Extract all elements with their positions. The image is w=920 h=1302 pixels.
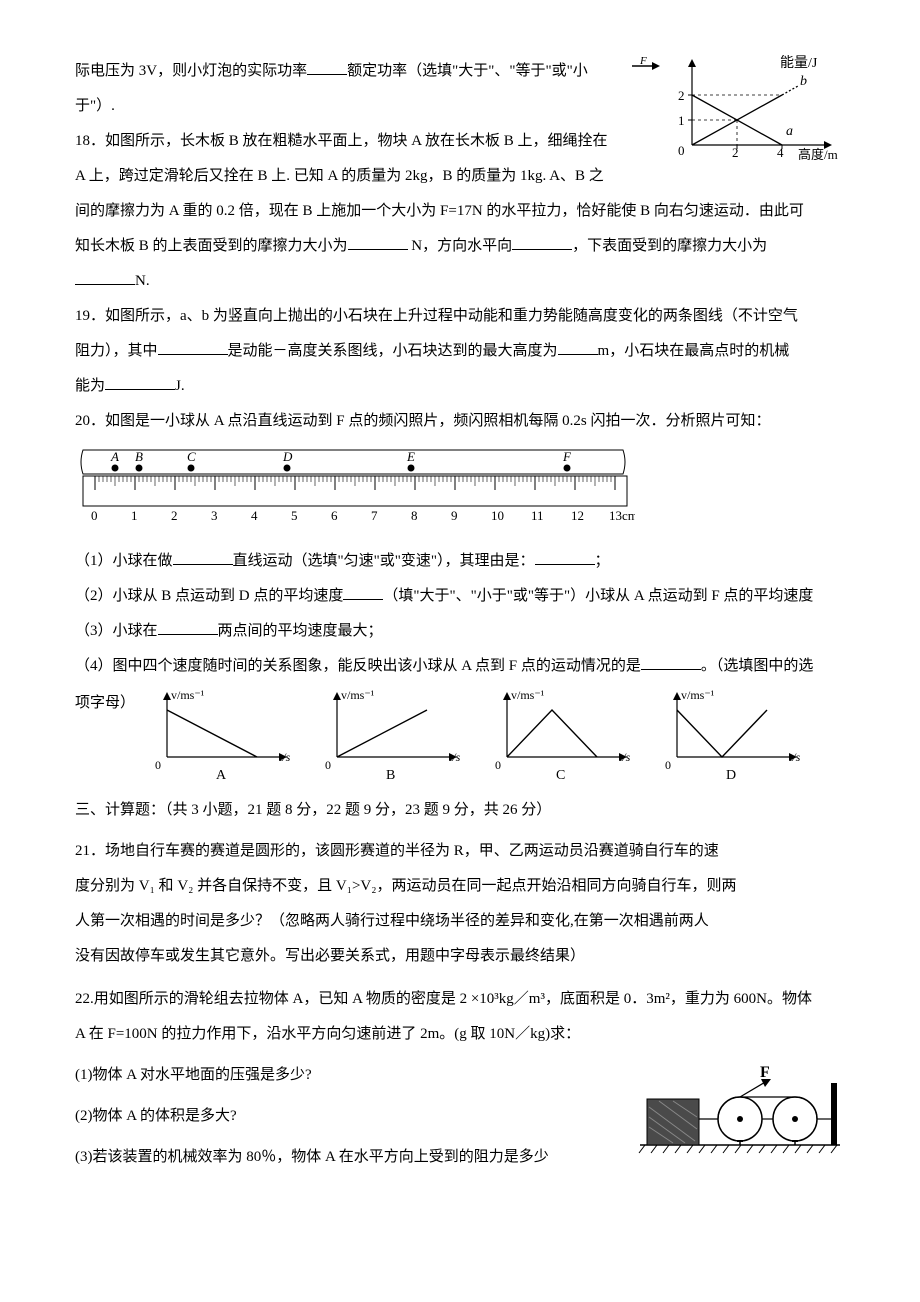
svg-text:11: 11 [531, 508, 544, 523]
svg-text:E: E [406, 449, 415, 464]
blank-q17[interactable] [307, 60, 347, 75]
svg-text:F: F [639, 57, 647, 67]
svg-text:F: F [562, 449, 572, 464]
svg-text:0: 0 [91, 508, 98, 523]
vt-graph-d: v/ms⁻¹ t/s 0 D [655, 687, 825, 782]
ruler-diagram: ABCDEF 012345678910111213cm [75, 446, 845, 537]
svg-text:a: a [786, 124, 793, 139]
q21-line4: 没有因故停车或发生其它意外。写出必要关系式，用题中字母表示最终结果） [75, 940, 845, 973]
q18-line4: 知长木板 B 的上表面受到的摩擦力大小为 N，方向水平向，下表面受到的摩擦力大小… [75, 230, 845, 263]
q18-line5: N. [75, 265, 845, 298]
svg-text:7: 7 [371, 508, 378, 523]
svg-text:10: 10 [491, 508, 504, 523]
blank-q20-2[interactable] [535, 550, 595, 565]
svg-text:v/ms⁻¹: v/ms⁻¹ [511, 688, 545, 702]
svg-text:13cm: 13cm [609, 508, 635, 523]
svg-text:v/ms⁻¹: v/ms⁻¹ [341, 688, 375, 702]
svg-text:t/s: t/s [449, 750, 461, 764]
q20-intro: 20．如图是一小球从 A 点沿直线运动到 F 点的频闪照片，频闪照相机每隔 0.… [75, 405, 845, 438]
svg-text:12: 12 [571, 508, 584, 523]
q20-p4: （4）图中四个速度随时间的关系图象，能反映出该小球从 A 点到 F 点的运动情况… [75, 650, 845, 683]
svg-text:C: C [556, 768, 565, 782]
pulley-diagram: F [635, 1063, 845, 1171]
blank-q19-1[interactable] [158, 340, 228, 355]
svg-text:0: 0 [495, 758, 501, 772]
svg-text:0: 0 [665, 758, 671, 772]
energy-height-graph: 能量/J 2 1 2 4 0 高度/m b a [670, 55, 845, 173]
svg-text:1: 1 [678, 113, 685, 128]
q18-line3: 间的摩擦力为 A 重的 0.2 倍，现在 B 上施加一个大小为 F=17N 的水… [75, 195, 845, 228]
q19-line3: 能为J. [75, 370, 845, 403]
q20-p1: （1）小球在做直线运动（选填"匀速"或"变速"），其理由是：； [75, 545, 845, 578]
svg-text:v/ms⁻¹: v/ms⁻¹ [681, 688, 715, 702]
q21-line3: 人第一次相遇的时间是多少？（忽略两人骑行过程中绕场半径的差异和变化,在第一次相遇… [75, 905, 845, 938]
svg-text:4: 4 [777, 145, 784, 160]
svg-text:6: 6 [331, 508, 338, 523]
section3-title: 三、计算题：（共 3 小题，21 题 8 分，22 题 9 分，23 题 9 分… [75, 794, 845, 827]
q22-line1: 22.用如图所示的滑轮组去拉物体 A，已知 A 物质的密度是 2 ×10³kg／… [75, 983, 845, 1016]
svg-text:t/s: t/s [279, 750, 291, 764]
blank-q19-3[interactable] [105, 375, 175, 390]
q22-line2: A 在 F=100N 的拉力作用下，沿水平方向匀速前进了 2m。(g 取 10N… [75, 1018, 845, 1051]
svg-text:B: B [135, 449, 143, 464]
blank-q19-2[interactable] [558, 340, 598, 355]
svg-text:高度/m: 高度/m [798, 147, 838, 160]
svg-text:A: A [216, 768, 227, 782]
blank-q20-3[interactable] [343, 585, 383, 600]
svg-text:t/s: t/s [619, 750, 631, 764]
svg-text:D: D [726, 768, 736, 782]
svg-text:3: 3 [211, 508, 218, 523]
vt-graph-c: v/ms⁻¹ t/s 0 C [485, 687, 655, 782]
svg-text:0: 0 [678, 143, 685, 158]
svg-text:2: 2 [171, 508, 178, 523]
q20-p4c: 项字母） [75, 687, 145, 720]
svg-text:t/s: t/s [789, 750, 801, 764]
svg-text:b: b [800, 74, 807, 89]
svg-text:D: D [282, 449, 293, 464]
blank-q20-4[interactable] [158, 620, 218, 635]
svg-text:2: 2 [678, 88, 685, 103]
energy-ylabel: 能量/J [780, 55, 818, 71]
svg-text:v/ms⁻¹: v/ms⁻¹ [171, 688, 205, 702]
svg-text:C: C [187, 449, 196, 464]
svg-text:0: 0 [325, 758, 331, 772]
svg-text:8: 8 [411, 508, 418, 523]
force-arrow-icon: F [630, 55, 662, 88]
vt-graph-a: v/ms⁻¹ t/s 0 A [145, 687, 315, 782]
svg-text:F: F [760, 1064, 770, 1081]
svg-text:5: 5 [291, 508, 298, 523]
blank-q20-1[interactable] [173, 550, 233, 565]
svg-text:2: 2 [732, 145, 739, 160]
svg-text:4: 4 [251, 508, 258, 523]
q20-p3: （3）小球在两点间的平均速度最大； [75, 615, 845, 648]
svg-text:B: B [386, 768, 395, 782]
q19-line1: 19．如图所示，a、b 为竖直向上抛出的小石块在上升过程中动能和重力势能随高度变… [75, 300, 845, 333]
q20-p2: （2）小球从 B 点运动到 D 点的平均速度（填"大于"、"小于"或"等于"）小… [75, 580, 845, 613]
blank-q18-1[interactable] [348, 235, 408, 250]
q21-line1: 21．场地自行车赛的赛道是圆形的，该圆形赛道的半径为 R，甲、乙两运动员沿赛道骑… [75, 835, 845, 868]
svg-text:9: 9 [451, 508, 458, 523]
q21-line2: 度分别为 V₁ 和 V₂ 并各自保持不变，且 V₁>V₂，两运动员在同一起点开始… [75, 870, 845, 903]
q19-line2: 阻力），其中是动能－高度关系图线，小石块达到的最大高度为m，小石块在最高点时的机… [75, 335, 845, 368]
svg-text:A: A [110, 449, 119, 464]
blank-q18-2[interactable] [512, 235, 572, 250]
blank-q18-3[interactable] [75, 270, 135, 285]
svg-text:1: 1 [131, 508, 138, 523]
vt-graph-b: v/ms⁻¹ t/s 0 B [315, 687, 485, 782]
svg-text:0: 0 [155, 758, 161, 772]
blank-q20-5[interactable] [641, 655, 701, 670]
